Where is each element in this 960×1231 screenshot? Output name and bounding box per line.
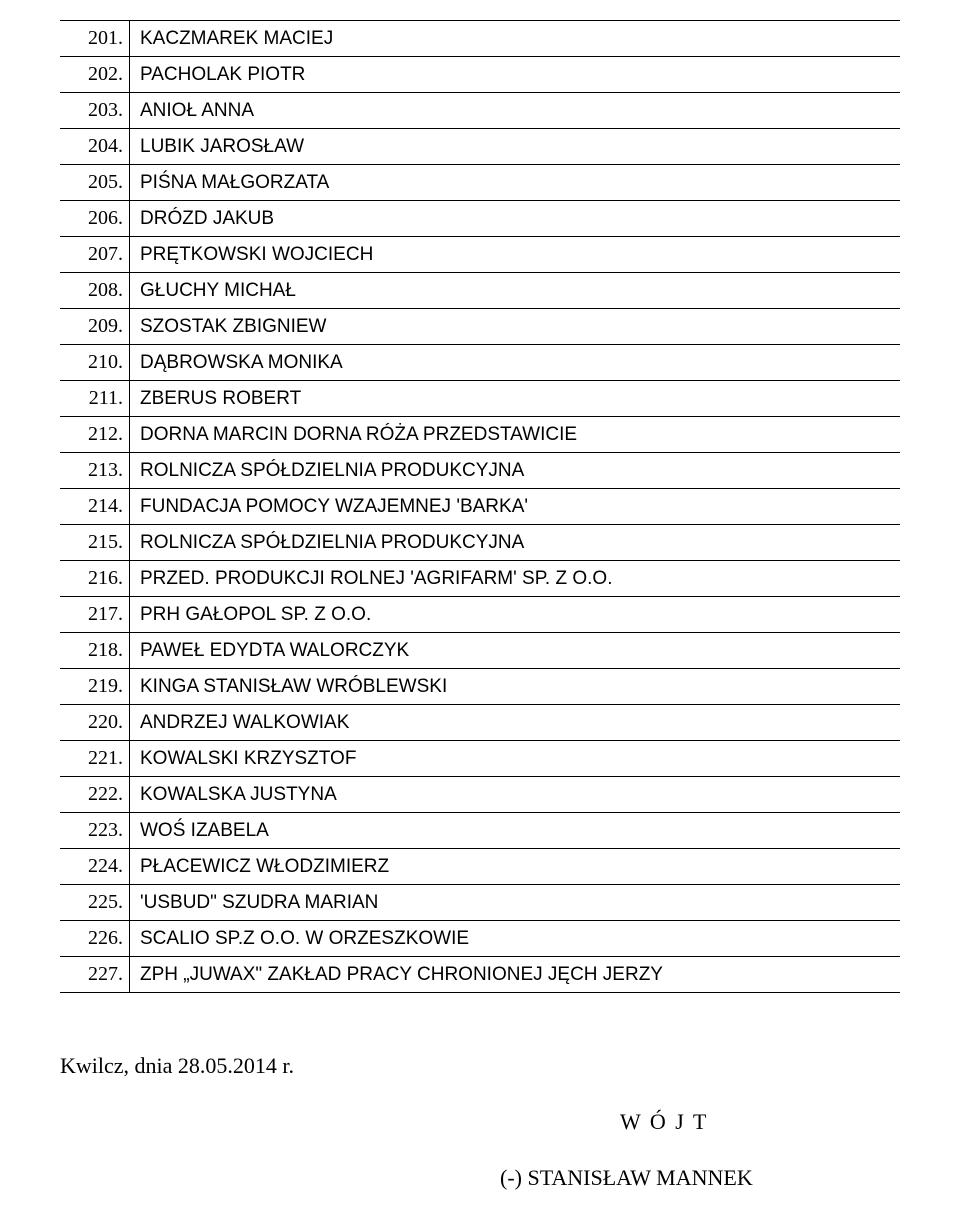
row-number: 216. — [60, 561, 130, 597]
footer-title: W Ó J T — [60, 1109, 900, 1135]
row-name: ROLNICZA SPÓŁDZIELNIA PRODUKCYJNA — [130, 453, 901, 489]
document-page: 201.KACZMAREK MACIEJ202.PACHOLAK PIOTR20… — [0, 0, 960, 1231]
row-number: 201. — [60, 21, 130, 57]
row-number: 219. — [60, 669, 130, 705]
table-row: 204.LUBIK JAROSŁAW — [60, 129, 900, 165]
table-row: 225.'USBUD" SZUDRA MARIAN — [60, 885, 900, 921]
row-name: ANDRZEJ WALKOWIAK — [130, 705, 901, 741]
row-number: 221. — [60, 741, 130, 777]
row-name: ZBERUS ROBERT — [130, 381, 901, 417]
row-number: 208. — [60, 273, 130, 309]
table-row: 210.DĄBROWSKA MONIKA — [60, 345, 900, 381]
row-name: PŁACEWICZ WŁODZIMIERZ — [130, 849, 901, 885]
table-row: 223.WOŚ IZABELA — [60, 813, 900, 849]
row-number: 226. — [60, 921, 130, 957]
row-number: 214. — [60, 489, 130, 525]
table-row: 214.FUNDACJA POMOCY WZAJEMNEJ 'BARKA' — [60, 489, 900, 525]
table-row: 222.KOWALSKA JUSTYNA — [60, 777, 900, 813]
row-name: DĄBROWSKA MONIKA — [130, 345, 901, 381]
table-row: 218.PAWEŁ EDYDTA WALORCZYK — [60, 633, 900, 669]
table-row: 221.KOWALSKI KRZYSZTOF — [60, 741, 900, 777]
table-row: 220.ANDRZEJ WALKOWIAK — [60, 705, 900, 741]
row-name: PRH GAŁOPOL SP. Z O.O. — [130, 597, 901, 633]
row-name: DORNA MARCIN DORNA RÓŻA PRZEDSTAWICIE — [130, 417, 901, 453]
row-number: 225. — [60, 885, 130, 921]
table-row: 207.PRĘTKOWSKI WOJCIECH — [60, 237, 900, 273]
table-row: 219.KINGA STANISŁAW WRÓBLEWSKI — [60, 669, 900, 705]
table-row: 226.SCALIO SP.Z O.O. W ORZESZKOWIE — [60, 921, 900, 957]
names-table: 201.KACZMAREK MACIEJ202.PACHOLAK PIOTR20… — [60, 20, 900, 993]
row-name: FUNDACJA POMOCY WZAJEMNEJ 'BARKA' — [130, 489, 901, 525]
table-row: 211.ZBERUS ROBERT — [60, 381, 900, 417]
row-number: 212. — [60, 417, 130, 453]
table-row: 201.KACZMAREK MACIEJ — [60, 21, 900, 57]
table-row: 216.PRZED. PRODUKCJI ROLNEJ 'AGRIFARM' S… — [60, 561, 900, 597]
row-number: 203. — [60, 93, 130, 129]
row-number: 207. — [60, 237, 130, 273]
row-number: 227. — [60, 957, 130, 993]
table-row: 205.PIŚNA MAŁGORZATA — [60, 165, 900, 201]
table-row: 224.PŁACEWICZ WŁODZIMIERZ — [60, 849, 900, 885]
row-name: KOWALSKA JUSTYNA — [130, 777, 901, 813]
footer-signature: (-) STANISŁAW MANNEK — [60, 1165, 900, 1191]
table-row: 213.ROLNICZA SPÓŁDZIELNIA PRODUKCYJNA — [60, 453, 900, 489]
table-row: 212.DORNA MARCIN DORNA RÓŻA PRZEDSTAWICI… — [60, 417, 900, 453]
row-name: PIŚNA MAŁGORZATA — [130, 165, 901, 201]
row-name: KOWALSKI KRZYSZTOF — [130, 741, 901, 777]
row-number: 204. — [60, 129, 130, 165]
row-name: ROLNICZA SPÓŁDZIELNIA PRODUKCYJNA — [130, 525, 901, 561]
row-name: GŁUCHY MICHAŁ — [130, 273, 901, 309]
row-name: PRĘTKOWSKI WOJCIECH — [130, 237, 901, 273]
table-row: 208.GŁUCHY MICHAŁ — [60, 273, 900, 309]
row-name: WOŚ IZABELA — [130, 813, 901, 849]
table-row: 209.SZOSTAK ZBIGNIEW — [60, 309, 900, 345]
row-name: PRZED. PRODUKCJI ROLNEJ 'AGRIFARM' SP. Z… — [130, 561, 901, 597]
footer-date: Kwilcz, dnia 28.05.2014 r. — [60, 1053, 900, 1079]
row-number: 217. — [60, 597, 130, 633]
row-number: 218. — [60, 633, 130, 669]
row-number: 202. — [60, 57, 130, 93]
row-name: DRÓZD JAKUB — [130, 201, 901, 237]
row-number: 205. — [60, 165, 130, 201]
row-name: KINGA STANISŁAW WRÓBLEWSKI — [130, 669, 901, 705]
row-number: 209. — [60, 309, 130, 345]
row-number: 211. — [60, 381, 130, 417]
row-name: KACZMAREK MACIEJ — [130, 21, 901, 57]
row-name: 'USBUD" SZUDRA MARIAN — [130, 885, 901, 921]
row-number: 220. — [60, 705, 130, 741]
row-name: SZOSTAK ZBIGNIEW — [130, 309, 901, 345]
row-name: SCALIO SP.Z O.O. W ORZESZKOWIE — [130, 921, 901, 957]
row-number: 206. — [60, 201, 130, 237]
table-row: 227.ZPH „JUWAX" ZAKŁAD PRACY CHRONIONEJ … — [60, 957, 900, 993]
row-name: PACHOLAK PIOTR — [130, 57, 901, 93]
row-number: 213. — [60, 453, 130, 489]
row-name: ZPH „JUWAX" ZAKŁAD PRACY CHRONIONEJ JĘCH… — [130, 957, 901, 993]
row-number: 224. — [60, 849, 130, 885]
row-number: 222. — [60, 777, 130, 813]
row-name: ANIOŁ ANNA — [130, 93, 901, 129]
row-number: 210. — [60, 345, 130, 381]
table-row: 206.DRÓZD JAKUB — [60, 201, 900, 237]
row-number: 223. — [60, 813, 130, 849]
row-name: PAWEŁ EDYDTA WALORCZYK — [130, 633, 901, 669]
table-row: 202.PACHOLAK PIOTR — [60, 57, 900, 93]
table-row: 217.PRH GAŁOPOL SP. Z O.O. — [60, 597, 900, 633]
table-row: 215.ROLNICZA SPÓŁDZIELNIA PRODUKCYJNA — [60, 525, 900, 561]
row-name: LUBIK JAROSŁAW — [130, 129, 901, 165]
table-row: 203.ANIOŁ ANNA — [60, 93, 900, 129]
row-number: 215. — [60, 525, 130, 561]
